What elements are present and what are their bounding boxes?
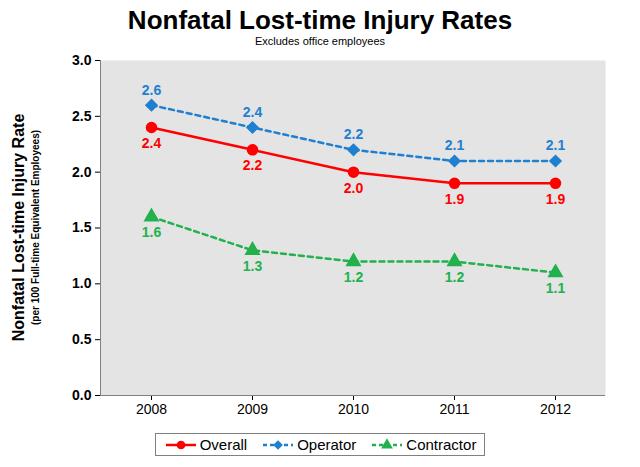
html-text:Nonfatal Lost-time Injury Rate: Nonfatal Lost-time Injury Rates: [127, 5, 513, 35]
svg-text:2012: 2012: [540, 401, 571, 417]
html-text:Contractor: Contractor: [406, 436, 477, 453]
svg-text:0.5: 0.5: [72, 331, 92, 347]
svg-text:1.1: 1.1: [546, 280, 566, 296]
svg-text:2010: 2010: [338, 401, 369, 417]
svg-text:1.3: 1.3: [243, 258, 263, 274]
html-text:Overall: Overall: [199, 436, 248, 453]
svg-text:2.1: 2.1: [546, 137, 566, 153]
svg-text:2009: 2009: [237, 401, 268, 417]
svg-text:(per 100 Full-time Equivalent: (per 100 Full-time Equivalent Employees): [30, 130, 41, 325]
svg-text:3.0: 3.0: [72, 52, 92, 68]
svg-text:Nonfatal Lost-time Injury Rate: Nonfatal Lost-time Injury Rate: [10, 114, 27, 342]
svg-text:2.4: 2.4: [142, 135, 162, 151]
svg-text:2008: 2008: [136, 401, 167, 417]
svg-text:1.0: 1.0: [72, 275, 92, 291]
svg-text:1.9: 1.9: [445, 191, 465, 207]
svg-text:1.9: 1.9: [546, 191, 566, 207]
svg-text:2.6: 2.6: [142, 82, 162, 98]
svg-text:2.4: 2.4: [243, 104, 263, 120]
svg-text:1.6: 1.6: [142, 224, 162, 240]
html-text:Excludes office employees: Excludes office employees: [255, 35, 385, 47]
svg-text:2.2: 2.2: [344, 126, 364, 142]
svg-text:2.0: 2.0: [344, 180, 364, 196]
svg-text:2.1: 2.1: [445, 137, 465, 153]
svg-text:2.0: 2.0: [72, 164, 92, 180]
svg-text:1.2: 1.2: [445, 269, 465, 285]
svg-text:2.2: 2.2: [243, 157, 263, 173]
svg-text:2.5: 2.5: [72, 108, 92, 124]
svg-text:2011: 2011: [439, 401, 469, 417]
svg-text:1.2: 1.2: [344, 269, 364, 285]
html-text:Operator: Operator: [297, 436, 357, 453]
svg-text:0.0: 0.0: [72, 387, 92, 403]
svg-text:1.5: 1.5: [72, 219, 92, 235]
